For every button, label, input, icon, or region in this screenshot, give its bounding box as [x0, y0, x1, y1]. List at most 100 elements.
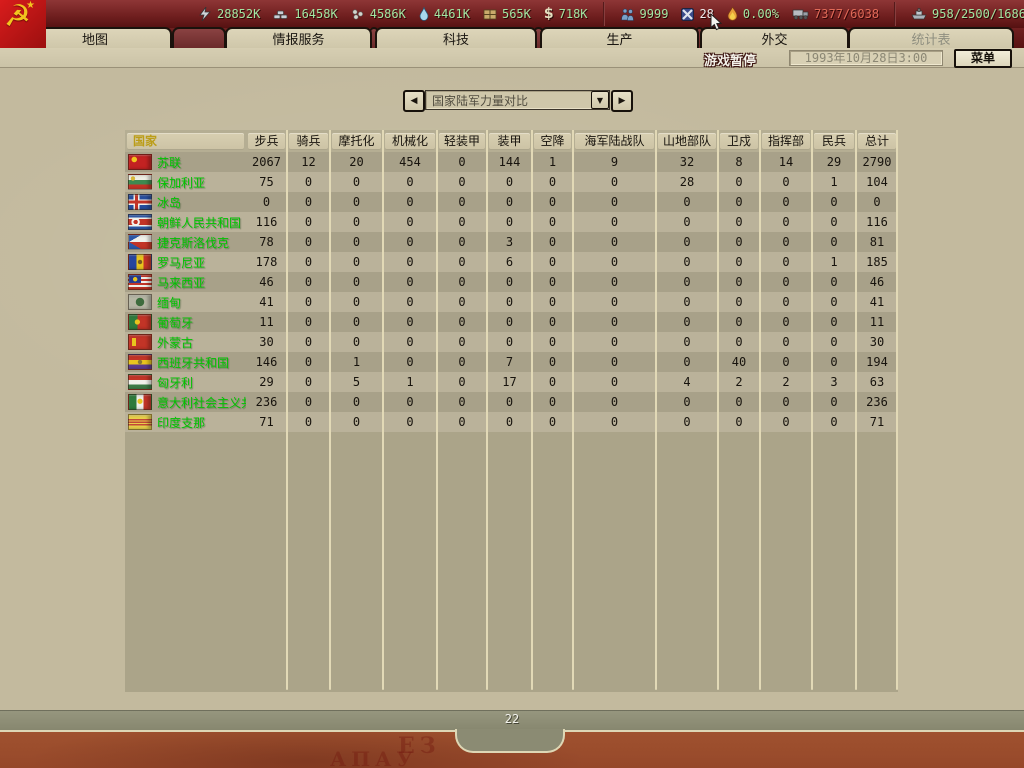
resource-energy-value: 28852K — [217, 7, 261, 21]
star-icon: ★ — [26, 0, 35, 11]
flag-north-korea — [128, 214, 152, 230]
next-view-button[interactable]: ▶ — [611, 90, 633, 112]
value-cell: 0 — [610, 215, 619, 229]
table-row: 缅甸 41 0 0 0 0 0 0 0 0 0 0 0 41 — [125, 292, 898, 312]
resource-money-value: 718K — [558, 7, 588, 21]
value-cell: 0 — [782, 295, 790, 309]
flag-romania — [128, 254, 152, 270]
value-cell: 0 — [304, 375, 313, 389]
tab-diplomacy[interactable]: 外交 — [700, 27, 849, 48]
value-cell: 0 — [458, 195, 466, 209]
column-divider — [486, 130, 488, 690]
value-cell: 0 — [683, 195, 691, 209]
value-cell: 0 — [735, 335, 743, 349]
value-cell: 0 — [782, 335, 790, 349]
value-cell: 0 — [548, 415, 557, 429]
value-cell: 0 — [406, 215, 414, 229]
tab-intelligence[interactable]: 情报服务 — [225, 27, 372, 48]
footer-notch — [455, 729, 565, 753]
value-cell: 0 — [304, 235, 313, 249]
table-row: 匈牙利 29 0 5 1 0 17 0 0 4 2 2 3 63 — [125, 372, 898, 392]
value-cell: 194 — [866, 355, 888, 369]
prev-view-button[interactable]: ◀ — [403, 90, 425, 112]
value-cell: 0 — [304, 195, 313, 209]
column-header-7: 空降 — [534, 132, 571, 150]
value-cell: 0 — [458, 395, 466, 409]
value-cell: 0 — [683, 235, 691, 249]
value-cell: 0 — [830, 295, 838, 309]
value-cell: 0 — [352, 335, 361, 349]
value-cell: 0 — [352, 235, 361, 249]
country-name: 朝鲜人民共和国 — [157, 215, 242, 230]
money-icon: $ — [543, 6, 554, 22]
country-name: 葡萄牙 — [157, 315, 194, 330]
country-cell: 马来西亚 — [125, 272, 246, 292]
value-cell: 0 — [548, 175, 557, 189]
value-cell: 0 — [548, 195, 557, 209]
value-cell: 0 — [782, 395, 790, 409]
column-header-1: 步兵 — [248, 132, 285, 150]
value-cell: 0 — [610, 195, 619, 209]
tab-statistics[interactable]: 统计表 — [848, 27, 1014, 48]
value-cell: 4 — [683, 375, 691, 389]
value-cell: 104 — [866, 175, 888, 189]
value-cell: 8 — [735, 155, 743, 169]
value-cell: 0 — [505, 295, 514, 309]
column-header-3: 摩托化 — [332, 132, 381, 150]
country-cell: 朝鲜人民共和国 — [125, 212, 246, 232]
value-cell: 2 — [735, 375, 743, 389]
value-cell: 0 — [505, 315, 514, 329]
value-cell: 0 — [406, 255, 414, 269]
value-cell: 0 — [352, 315, 361, 329]
value-cell: 14 — [778, 155, 794, 169]
value-cell: 0 — [406, 235, 414, 249]
value-cell: 41 — [869, 295, 885, 309]
value-cell: 0 — [735, 275, 743, 289]
table-row: 捷克斯洛伐克 78 0 0 0 0 3 0 0 0 0 0 0 81 — [125, 232, 898, 252]
column-header-11: 指挥部 — [762, 132, 810, 150]
menu-button[interactable]: 菜单 — [954, 49, 1012, 68]
value-cell: 0 — [458, 215, 466, 229]
energy-icon — [198, 7, 212, 21]
value-cell: 0 — [352, 255, 361, 269]
resource-money: $718K — [544, 6, 588, 22]
value-cell: 0 — [406, 195, 414, 209]
table-row: 西班牙共和国 146 0 1 0 0 7 0 0 0 40 0 0 194 — [125, 352, 898, 372]
resource-metal: 16458K — [273, 7, 338, 21]
chevron-down-icon[interactable]: ▼ — [591, 91, 609, 109]
value-cell: 0 — [304, 255, 313, 269]
value-cell: 0 — [352, 395, 361, 409]
flag-malaysia — [128, 274, 152, 290]
value-cell: 0 — [458, 355, 466, 369]
value-cell: 78 — [259, 235, 274, 249]
value-cell: 20 — [349, 155, 364, 169]
value-cell: 0 — [548, 335, 557, 349]
column-header-2: 骑兵 — [289, 132, 328, 150]
flag-bulgaria — [128, 174, 152, 190]
column-header-4: 机械化 — [385, 132, 435, 150]
value-cell: 454 — [399, 155, 421, 169]
tab-technology[interactable]: 科技 — [375, 27, 537, 48]
value-cell: 0 — [830, 195, 838, 209]
value-cell: 1 — [830, 255, 838, 269]
view-dropdown[interactable]: 国家陆军力量对比 ▼ — [425, 90, 610, 110]
value-cell: 0 — [782, 195, 790, 209]
value-cell: 11 — [869, 315, 885, 329]
resource-rare-materials: 4586K — [351, 7, 406, 21]
value-cell: 0 — [548, 275, 557, 289]
value-cell: 0 — [352, 195, 361, 209]
flag-spanish-republic — [128, 354, 152, 370]
value-cell: 0 — [406, 295, 414, 309]
tab-production[interactable]: 生产 — [540, 27, 699, 48]
resource-transports: 28 — [681, 7, 714, 21]
column-divider — [531, 130, 533, 690]
value-cell: 81 — [869, 235, 885, 249]
country-cell: 意大利社会主义共和国 — [125, 392, 246, 412]
value-cell: 0 — [304, 275, 313, 289]
resource-supplies-value: 565K — [501, 7, 531, 21]
value-cell: 185 — [866, 255, 888, 269]
table-row: 印度支那 71 0 0 0 0 0 0 0 0 0 0 0 71 — [125, 412, 898, 432]
value-cell: 0 — [352, 215, 361, 229]
value-cell: 0 — [406, 415, 414, 429]
value-cell: 71 — [259, 415, 274, 429]
